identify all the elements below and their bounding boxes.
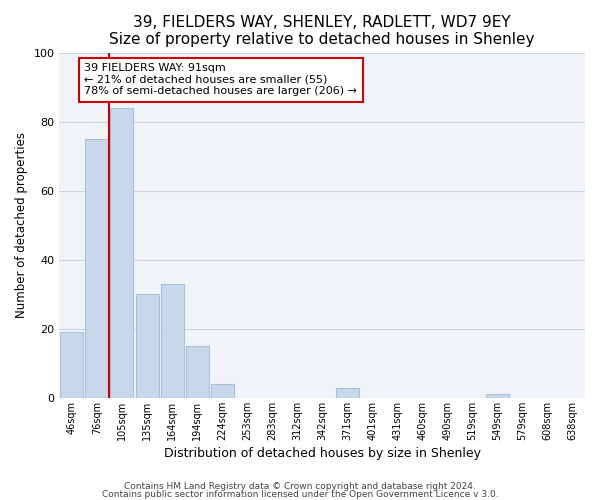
- Bar: [136, 294, 158, 398]
- Bar: [185, 346, 209, 398]
- Bar: [85, 139, 109, 398]
- X-axis label: Distribution of detached houses by size in Shenley: Distribution of detached houses by size …: [164, 447, 481, 460]
- Text: Contains HM Land Registry data © Crown copyright and database right 2024.: Contains HM Land Registry data © Crown c…: [124, 482, 476, 491]
- Bar: [336, 388, 359, 398]
- Bar: [486, 394, 509, 398]
- Bar: [61, 332, 83, 398]
- Y-axis label: Number of detached properties: Number of detached properties: [15, 132, 28, 318]
- Bar: [161, 284, 184, 398]
- Text: Contains public sector information licensed under the Open Government Licence v : Contains public sector information licen…: [101, 490, 499, 499]
- Text: 39 FIELDERS WAY: 91sqm
← 21% of detached houses are smaller (55)
78% of semi-det: 39 FIELDERS WAY: 91sqm ← 21% of detached…: [85, 63, 358, 96]
- Title: 39, FIELDERS WAY, SHENLEY, RADLETT, WD7 9EY
Size of property relative to detache: 39, FIELDERS WAY, SHENLEY, RADLETT, WD7 …: [109, 15, 535, 48]
- Bar: [211, 384, 233, 398]
- Bar: [110, 108, 133, 398]
